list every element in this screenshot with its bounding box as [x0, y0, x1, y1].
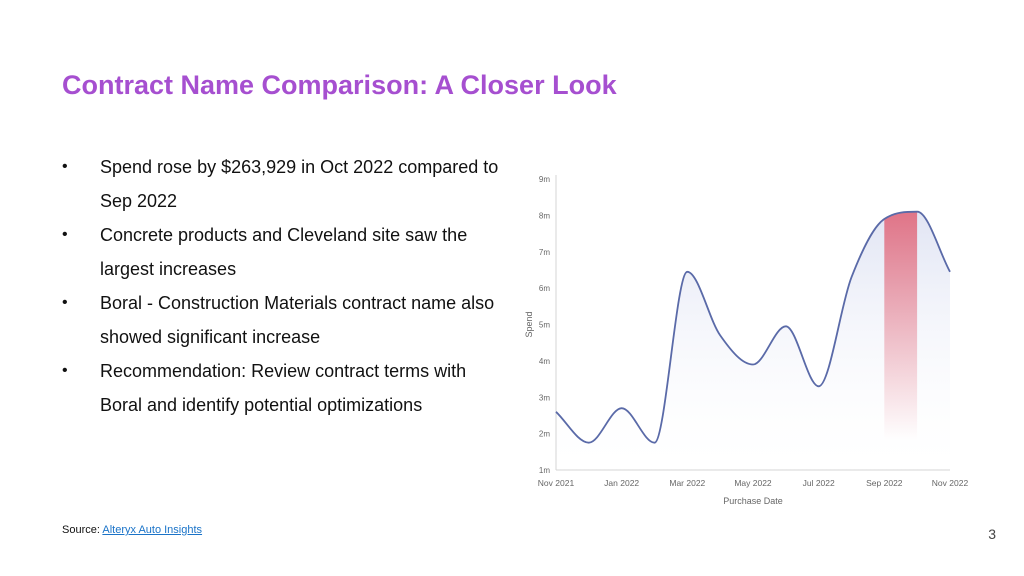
- x-tick-label: Jul 2022: [803, 478, 835, 488]
- bullet-text: Recommendation: Review contract terms wi…: [100, 361, 467, 415]
- spend-area-chart: 1m 2m 3m 4m 5m 6m 7m 8m 9m Nov 2021 Jan 2022 Mar 20…: [524, 175, 969, 506]
- bullet-list: • Spend rose by $263,929 in Oct 2022 com…: [62, 150, 512, 422]
- y-tick-label: 5m: [539, 321, 550, 330]
- source-link[interactable]: Alteryx Auto Insights: [102, 524, 203, 536]
- x-axis-label: Purchase Date: [723, 496, 783, 506]
- area-fill: [556, 211, 950, 470]
- source-note: Source: Alteryx Auto Insights: [62, 524, 202, 536]
- x-tick-label: Mar 2022: [669, 478, 705, 488]
- bullet-text: Concrete products and Cleveland site saw…: [100, 225, 468, 279]
- slide-title: Contract Name Comparison: A Closer Look: [62, 70, 617, 100]
- y-tick-label: 1m: [539, 466, 550, 475]
- page-number: 3: [988, 526, 996, 542]
- bullet-text: Boral - Construction Materials contract …: [100, 293, 495, 347]
- y-tick-label: 3m: [539, 393, 550, 402]
- y-tick-label: 7m: [539, 248, 550, 257]
- bullet-dot-icon: •: [62, 158, 68, 175]
- bullet-dot-icon: •: [62, 294, 68, 311]
- x-tick-label: Nov 2021: [538, 478, 575, 488]
- highlight-band: [884, 211, 918, 440]
- bullet-item: • Recommendation: Review contract terms …: [62, 354, 512, 422]
- bullet-dot-icon: •: [62, 362, 68, 379]
- x-tick-label: Nov 2022: [932, 478, 969, 488]
- y-tick-label: 2m: [539, 430, 550, 439]
- bullet-item: • Concrete products and Cleveland site s…: [62, 218, 512, 286]
- y-axis-label: Spend: [524, 311, 534, 337]
- y-tick-label: 9m: [539, 175, 550, 184]
- bullet-text: Spend rose by $263,929 in Oct 2022 compa…: [100, 157, 499, 211]
- x-tick-label: Jan 2022: [604, 478, 639, 488]
- x-tick-label: May 2022: [734, 478, 772, 488]
- bullet-dot-icon: •: [62, 226, 68, 243]
- x-tick-label: Sep 2022: [866, 478, 903, 488]
- series-line: [555, 210, 951, 444]
- y-tick-label: 4m: [539, 357, 550, 366]
- source-label: Source:: [62, 524, 100, 536]
- bullet-item: • Boral - Construction Materials contrac…: [62, 286, 512, 354]
- y-tick-label: 6m: [539, 284, 550, 293]
- y-tick-label: 8m: [539, 211, 550, 220]
- bullet-item: • Spend rose by $263,929 in Oct 2022 com…: [62, 150, 512, 218]
